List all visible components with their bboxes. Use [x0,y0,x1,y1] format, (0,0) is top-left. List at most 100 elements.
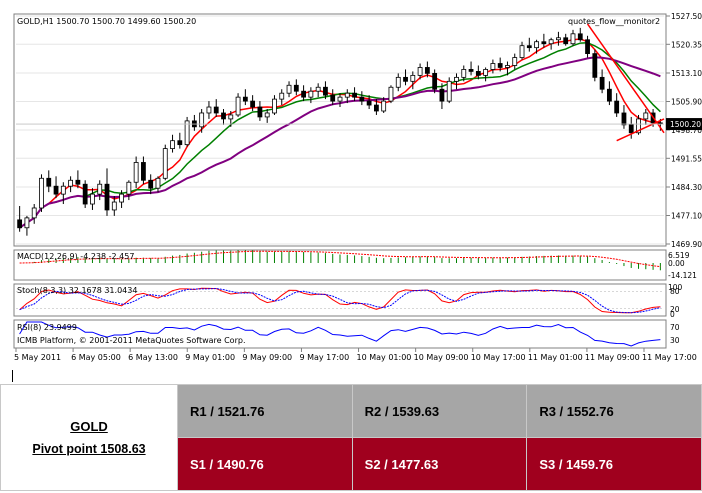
candle [556,31,561,46]
candle [548,37,554,50]
current-price-label: 1500.20 [670,120,701,129]
candle [395,73,401,92]
candle [206,101,212,119]
candle [417,63,423,80]
candle [614,93,620,117]
candle [75,170,81,189]
candle-body [388,86,394,102]
candle-body [621,112,627,126]
price-tick-label: 1513.10 [671,69,702,78]
candle [111,196,117,216]
candle [221,109,226,125]
time-tick-label: 10 May 09:00 [414,353,469,362]
candle-body [461,69,467,78]
candle-body [577,33,583,41]
time-tick-label: 9 May 01:00 [185,353,235,362]
candle-body [264,112,270,118]
resistance-3: R3 / 1552.76 [526,384,702,438]
candle-body [374,104,379,112]
candle [141,156,146,185]
candle-body [155,177,161,189]
candle-body [585,39,590,55]
candle-body [526,45,532,49]
candle [381,97,387,113]
candle [432,69,438,94]
candle-body [308,90,314,98]
candle-body [206,106,212,114]
candle [17,206,23,232]
candle-body [53,185,59,195]
stoch-tick-80: 80 [670,287,680,296]
current-price-tag [666,118,702,131]
candle [257,101,263,121]
candle-body [497,63,503,68]
candle-body [184,120,190,146]
candle [541,33,547,48]
candle-body [381,100,387,112]
support-3: S3 / 1459.76 [526,437,702,491]
candle-body [446,80,452,102]
rsi-tick-70: 70 [670,323,680,332]
candle [177,132,183,149]
candle-body [293,84,299,92]
candle [119,190,124,208]
candle-body [439,88,445,102]
candle-body [250,100,256,108]
candle-body [556,37,561,41]
candle-body [213,106,219,114]
candle-body [628,124,634,134]
price-tick-label: 1498.70 [671,126,702,135]
candle-body [126,181,132,195]
candle [235,93,241,117]
price-tick-label: 1477.10 [671,212,702,221]
candle [643,109,649,125]
cursor-mark [12,370,13,382]
time-tick-label: 10 May 17:00 [471,353,526,362]
candle [468,61,474,76]
candle [454,73,459,90]
candle [621,105,627,129]
candle-body [344,92,350,98]
candle-body [242,96,248,102]
candle-body [519,45,525,58]
candle-body [337,96,343,102]
overlay-label: quotes_flow__monitor2 [568,17,660,26]
candle [374,99,379,115]
candle-body [279,92,285,100]
candle-body [395,76,401,88]
price-axis: 1527.50 1520.35 1513.10 1505.90 1498.70 1491.… [666,12,702,249]
support-2: S2 / 1477.63 [351,437,528,491]
pivot-name-cell: GOLD Pivot point 1508.63 [0,384,178,491]
candle-body [592,53,598,78]
candle-body [534,41,539,49]
macd-panel-frame [13,249,667,281]
candle [133,156,139,189]
time-tick-label: 11 May 09:00 [585,353,640,362]
candle-body [636,118,641,134]
candle [39,174,44,212]
candle [272,95,277,115]
candle [308,87,314,104]
candle-series [17,27,663,236]
candle-body [432,72,438,90]
candle-body [512,57,518,66]
resistance-2: R2 / 1539.63 [351,384,528,438]
candle-body [82,183,88,205]
candle [301,85,306,102]
candle [53,176,59,199]
candle-body [454,76,459,82]
price-tick-label: 1527.50 [671,12,702,21]
candle [104,168,110,216]
rsi-panel-frame [13,319,667,349]
candle-body [475,71,481,76]
stoch-tick-20: 20 [670,305,680,314]
candle-body [286,84,292,94]
candle-body [177,140,183,146]
candle [526,37,532,52]
stoch-signal-line [19,287,661,314]
pivot-symbol: GOLD [70,419,108,434]
candle-body [272,98,277,114]
candle [68,176,74,193]
candle-body [468,69,474,72]
price-tick-label: 1491.55 [671,154,702,163]
